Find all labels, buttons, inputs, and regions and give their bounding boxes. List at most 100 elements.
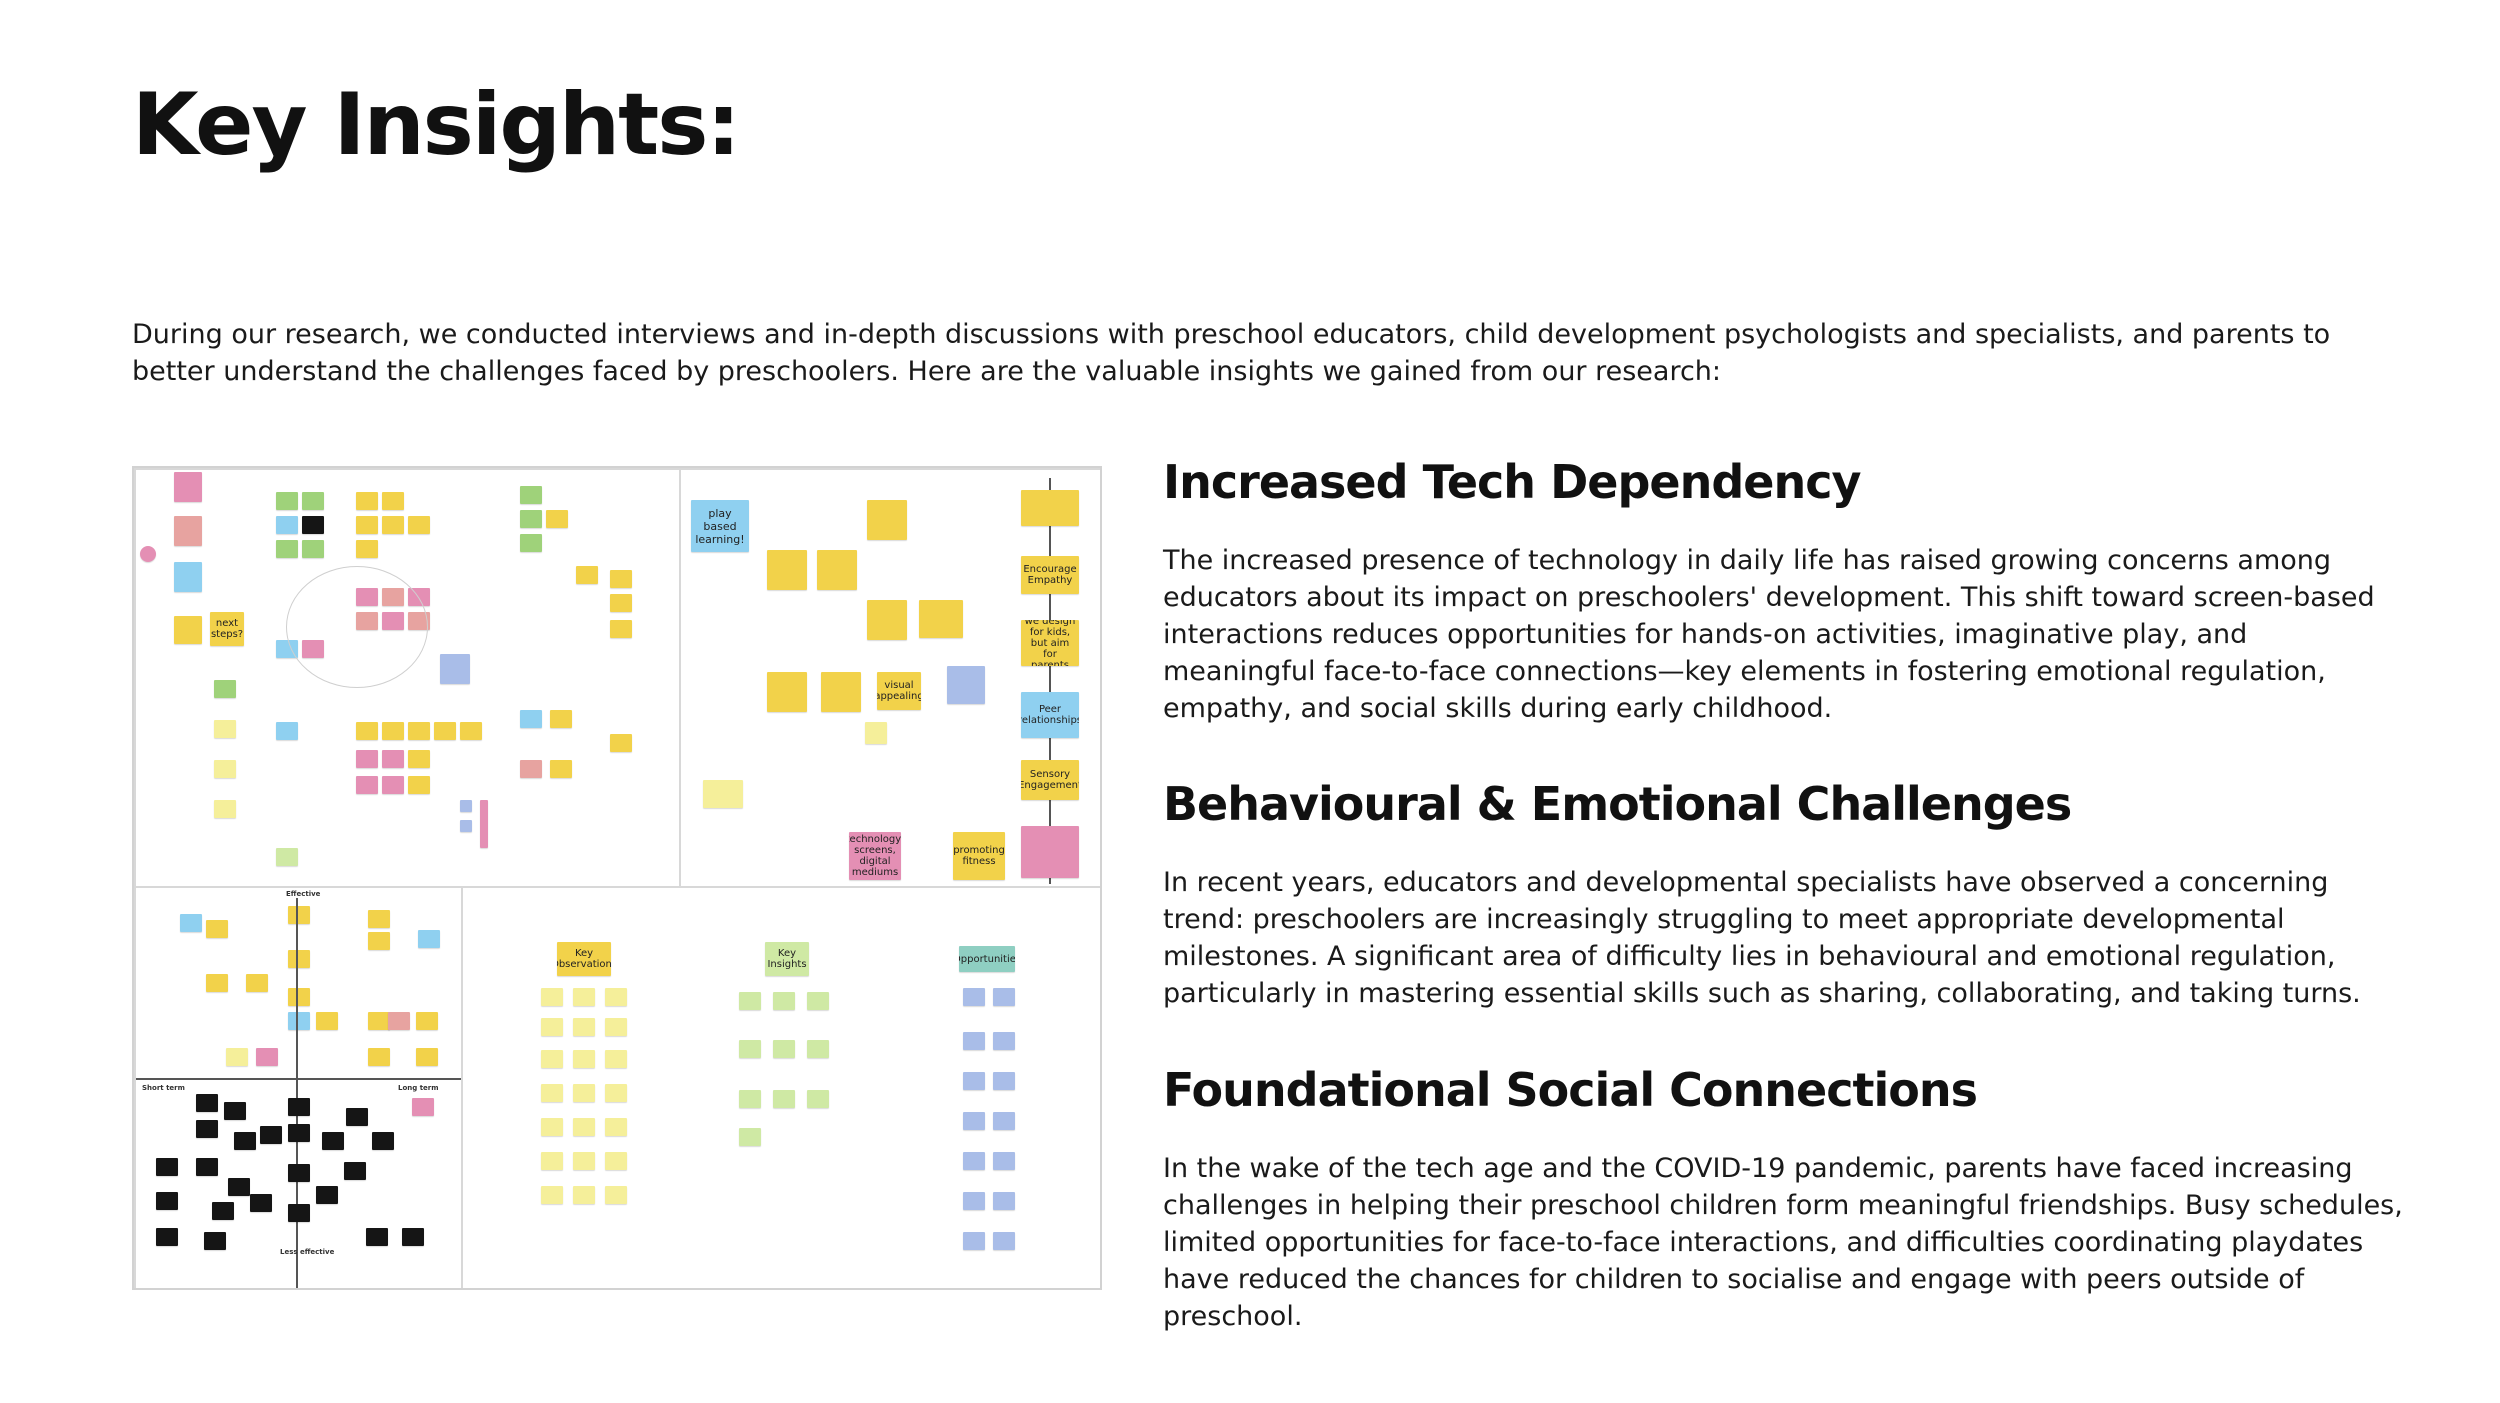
sticky-note bbox=[408, 750, 430, 768]
sticky-note bbox=[316, 1012, 338, 1030]
sticky-note bbox=[196, 1158, 218, 1176]
sticky-note bbox=[382, 516, 404, 534]
sticky-note bbox=[322, 1132, 344, 1150]
sticky-note bbox=[739, 992, 761, 1010]
sticky-note bbox=[610, 594, 632, 612]
affinity-map-panel: next steps? bbox=[134, 468, 683, 890]
sticky-note bbox=[302, 540, 324, 558]
sticky-note bbox=[573, 988, 595, 1006]
sticky-note bbox=[368, 932, 390, 950]
sticky-note bbox=[993, 988, 1015, 1006]
sticky-note bbox=[382, 776, 404, 794]
sticky-note bbox=[1021, 490, 1079, 526]
sticky-note bbox=[605, 1118, 627, 1136]
sticky-note bbox=[412, 1098, 434, 1116]
sticky-note bbox=[993, 1032, 1015, 1050]
next-steps-note: next steps? bbox=[210, 612, 244, 646]
sticky-note bbox=[605, 1186, 627, 1204]
sticky-note bbox=[368, 910, 390, 928]
sticky-note bbox=[214, 800, 236, 818]
sticky-note bbox=[356, 516, 378, 534]
key-insights-note: Key Insights bbox=[765, 942, 809, 976]
sticky-note bbox=[807, 992, 829, 1010]
insight-heading: Behavioural & Emotional Challenges bbox=[1163, 777, 2072, 831]
sticky-note bbox=[316, 1186, 338, 1204]
sticky-note bbox=[817, 550, 857, 590]
sticky-note bbox=[963, 1232, 985, 1250]
sticky-note bbox=[963, 988, 985, 1006]
sticky-note bbox=[767, 672, 807, 712]
sticky-note bbox=[196, 1120, 218, 1138]
sticky-note bbox=[520, 534, 542, 552]
sticky-note bbox=[356, 750, 378, 768]
sticky-note bbox=[610, 570, 632, 588]
sticky-note bbox=[344, 1162, 366, 1180]
sticky-note bbox=[865, 722, 887, 744]
sticky-note bbox=[156, 1228, 178, 1246]
sticky-note bbox=[520, 710, 542, 728]
insight-body: In the wake of the tech age and the COVI… bbox=[1163, 1153, 2403, 1332]
sticky-note bbox=[288, 1164, 310, 1182]
sticky-note bbox=[541, 1152, 563, 1170]
sticky-note bbox=[302, 516, 324, 534]
sticky-note bbox=[408, 722, 430, 740]
sticky-note bbox=[993, 1192, 1015, 1210]
less-effective-label: Less effective bbox=[280, 1248, 335, 1256]
sticky-note bbox=[288, 1012, 310, 1030]
sticky-note bbox=[919, 600, 963, 638]
sticky-note bbox=[605, 1084, 627, 1102]
sticky-note bbox=[212, 1202, 234, 1220]
synthesis-panel: Key Observations Key Insights Opportunit… bbox=[461, 886, 1100, 1288]
sticky-note bbox=[356, 540, 378, 558]
sticky-note bbox=[993, 1232, 1015, 1250]
sticky-note bbox=[246, 974, 268, 992]
sticky-note bbox=[388, 1012, 410, 1030]
sticky-note bbox=[140, 546, 156, 562]
axis-line bbox=[296, 898, 298, 1288]
sticky-note bbox=[156, 1158, 178, 1176]
sticky-note bbox=[276, 848, 298, 866]
sticky-note bbox=[196, 1094, 218, 1112]
sticky-note bbox=[288, 1124, 310, 1142]
axis-line bbox=[136, 1078, 463, 1080]
sticky-note bbox=[368, 1012, 390, 1030]
sticky-note bbox=[356, 722, 378, 740]
sticky-note bbox=[408, 516, 430, 534]
sticky-note bbox=[226, 1048, 248, 1066]
sticky-note bbox=[576, 566, 598, 584]
sticky-note bbox=[963, 1112, 985, 1130]
sticky-note bbox=[214, 680, 236, 698]
sticky-note bbox=[573, 1118, 595, 1136]
sticky-note bbox=[867, 600, 907, 640]
sticky-note bbox=[739, 1090, 761, 1108]
peer-relationships-note: Peer relationships bbox=[1021, 692, 1079, 738]
insight-body: In recent years, educators and developme… bbox=[1163, 867, 2361, 1009]
sticky-note bbox=[867, 500, 907, 540]
sticky-note bbox=[947, 666, 985, 704]
sticky-note bbox=[402, 1228, 424, 1246]
sticky-note bbox=[821, 672, 861, 712]
sticky-note bbox=[773, 1090, 795, 1108]
sticky-note bbox=[520, 510, 542, 528]
sticky-note bbox=[416, 1048, 438, 1066]
research-board-image: next steps? bbox=[132, 466, 1102, 1290]
sticky-note bbox=[605, 1050, 627, 1068]
sticky-note bbox=[807, 1040, 829, 1058]
sticky-note bbox=[382, 492, 404, 510]
insight-heading: Increased Tech Dependency bbox=[1163, 455, 1861, 509]
themes-panel: play based learning! visual appealing te… bbox=[679, 468, 1100, 890]
sticky-note bbox=[434, 722, 456, 740]
sticky-note bbox=[302, 492, 324, 510]
sticky-note bbox=[224, 1102, 246, 1120]
sticky-note bbox=[739, 1040, 761, 1058]
timeline-line bbox=[1049, 478, 1051, 884]
sticky-note bbox=[963, 1152, 985, 1170]
sticky-note bbox=[204, 1232, 226, 1250]
sticky-note bbox=[288, 1204, 310, 1222]
sticky-note bbox=[288, 950, 310, 968]
promoting-fitness-note: promoting fitness bbox=[953, 832, 1005, 880]
sticky-note bbox=[382, 750, 404, 768]
sticky-note bbox=[993, 1072, 1015, 1090]
short-term-label: Short term bbox=[142, 1084, 185, 1092]
sticky-note bbox=[276, 516, 298, 534]
